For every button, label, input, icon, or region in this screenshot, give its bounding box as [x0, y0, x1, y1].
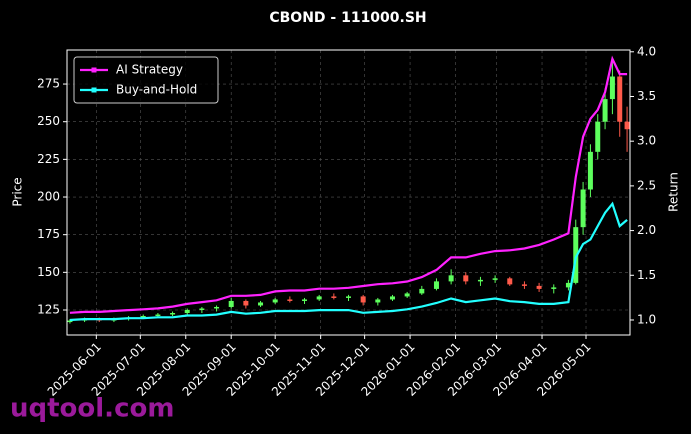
legend-marker — [91, 67, 97, 73]
watermark: uqtool.com — [10, 394, 174, 424]
candle-body — [609, 76, 615, 100]
y-tick-label: 250 — [37, 114, 60, 128]
y2-tick-label: 1.0 — [637, 312, 656, 326]
y-tick-label: 200 — [37, 190, 60, 204]
y2-tick-label: 3.5 — [637, 89, 656, 103]
candle-body — [573, 227, 579, 283]
y-axis-label: Price — [11, 177, 25, 206]
candle-body — [492, 278, 498, 280]
chart-title: CBOND - 111000.SH — [269, 10, 426, 26]
legend-label: AI Strategy — [116, 63, 183, 77]
candle-body — [507, 278, 513, 285]
candle-body — [155, 314, 161, 317]
candle-body — [287, 299, 293, 301]
y2-tick-label: 2.5 — [637, 178, 656, 192]
candle-body — [228, 300, 234, 307]
candle-body — [565, 282, 571, 288]
candle-body — [302, 299, 308, 301]
candle-body — [536, 285, 542, 289]
series-line — [69, 201, 628, 322]
candle-body — [272, 299, 278, 303]
legend-label: Buy-and-Hold — [116, 83, 197, 97]
candle-body — [521, 284, 527, 286]
y2-tick-label: 3.0 — [637, 134, 656, 148]
candle-body — [389, 296, 395, 300]
legend-marker — [91, 87, 97, 93]
candle-body — [214, 306, 220, 309]
y2-tick-label: 1.5 — [637, 268, 656, 282]
candle-body — [258, 302, 264, 306]
candle-body — [617, 76, 623, 122]
y-tick-label: 125 — [37, 302, 60, 316]
candle-body — [316, 296, 322, 300]
candle-body — [433, 281, 439, 289]
candle-body — [375, 299, 381, 303]
candle-body — [587, 151, 593, 190]
candle-body — [67, 320, 73, 323]
candle-body — [580, 189, 586, 228]
candle-body — [419, 288, 425, 294]
series-line — [69, 55, 628, 314]
candle-body — [595, 121, 601, 152]
y-tick-label: 225 — [37, 152, 60, 166]
y-tick-label: 275 — [37, 77, 60, 91]
candle-body — [170, 313, 176, 315]
y-tick-label: 175 — [37, 227, 60, 241]
candle-body — [331, 296, 337, 298]
y-tick-label: 150 — [37, 265, 60, 279]
candle-body — [184, 309, 190, 314]
candle-body — [463, 275, 469, 282]
candle-body — [346, 296, 351, 298]
candle-body — [448, 275, 454, 282]
candle-body — [360, 296, 366, 303]
candle-body — [602, 99, 608, 122]
candle-body — [404, 293, 410, 297]
candle-body — [199, 308, 205, 310]
plot-frame — [66, 49, 631, 336]
legend-box — [73, 56, 219, 104]
candle-body — [243, 300, 249, 306]
candle-body — [477, 279, 483, 282]
candle-body — [624, 121, 630, 130]
candle-body — [140, 316, 146, 318]
y2-tick-label: 2.0 — [637, 223, 656, 237]
y2-axis-label: Return — [667, 172, 681, 212]
y2-tick-label: 4.0 — [637, 44, 656, 58]
candle-body — [551, 287, 557, 289]
